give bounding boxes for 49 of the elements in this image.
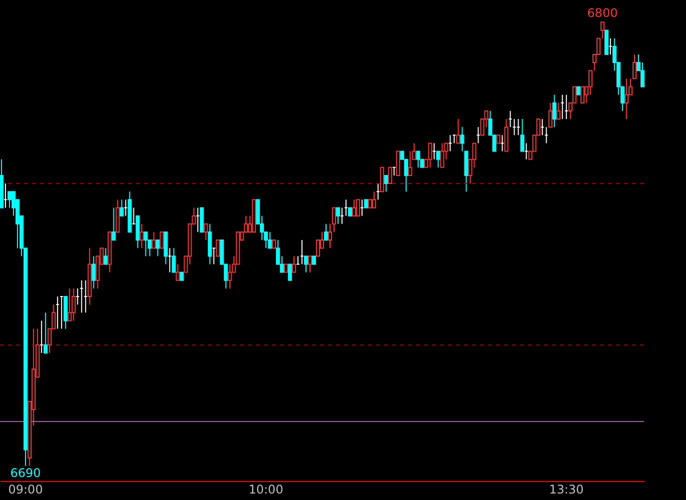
candlestick — [288, 264, 292, 281]
candlestick — [640, 62, 644, 88]
candlestick — [68, 288, 72, 322]
candlestick — [72, 288, 76, 322]
candlestick — [548, 102, 552, 128]
candlestick — [436, 150, 440, 168]
candlestick — [308, 256, 312, 273]
candlestick — [228, 264, 232, 289]
candlestick — [388, 166, 392, 184]
candlestick — [624, 78, 628, 120]
candlestick — [92, 256, 96, 289]
candlestick — [316, 240, 320, 257]
x-tick-label: 09:00 — [8, 482, 43, 496]
annotation: 6800 — [587, 6, 618, 20]
candlestick — [268, 231, 272, 249]
candlestick — [372, 191, 376, 208]
candlestick — [408, 150, 412, 176]
candlestick — [152, 231, 156, 249]
candlestick — [216, 240, 220, 257]
x-tick-label: 10:00 — [248, 482, 284, 496]
candlestick — [428, 142, 432, 168]
candlestick — [140, 223, 144, 249]
candlestick — [156, 240, 160, 257]
candlestick — [144, 231, 148, 257]
candlestick — [384, 174, 388, 192]
candlestick — [356, 199, 360, 216]
annotation: 6690 — [10, 466, 41, 480]
x-tick-label: 13:30 — [549, 482, 584, 496]
candlestick — [416, 150, 420, 168]
candlestick — [8, 191, 12, 208]
candlestick — [580, 86, 584, 104]
candlestick — [204, 223, 208, 241]
candlestick — [160, 231, 164, 249]
candlestick — [44, 312, 48, 354]
candlestick — [456, 118, 460, 144]
candlestick — [292, 256, 296, 273]
candlestick — [520, 118, 524, 152]
candlestick — [304, 256, 308, 273]
candlestick — [336, 207, 340, 224]
candlestick — [172, 248, 176, 273]
candlestick — [176, 264, 180, 281]
candlestick — [112, 207, 116, 241]
candlestick — [552, 94, 556, 128]
candlestick — [352, 199, 356, 216]
candlestick — [324, 223, 328, 241]
candlestick — [440, 142, 444, 168]
candlestick — [556, 102, 560, 120]
candlestick — [104, 248, 108, 265]
candlestick — [120, 199, 124, 216]
